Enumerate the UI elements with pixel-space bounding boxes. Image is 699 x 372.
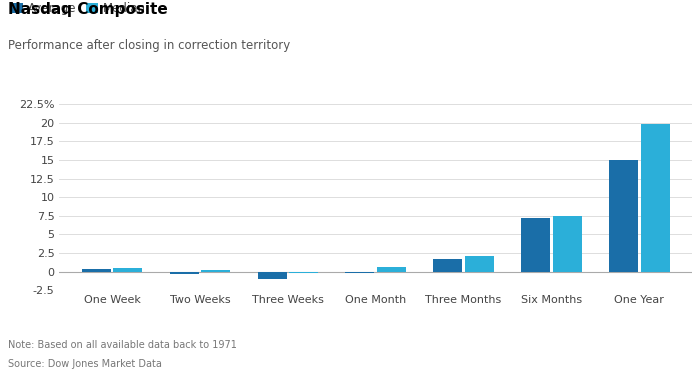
Bar	[113, 268, 143, 272]
Bar	[553, 216, 582, 272]
Bar	[257, 272, 287, 279]
Bar	[170, 272, 199, 274]
Text: Performance after closing in correction territory: Performance after closing in correction …	[8, 39, 291, 52]
Bar	[609, 160, 638, 272]
Bar	[377, 267, 406, 272]
Bar	[345, 272, 375, 273]
Bar	[465, 256, 494, 272]
Text: Source: Dow Jones Market Data: Source: Dow Jones Market Data	[8, 359, 162, 369]
Bar	[521, 218, 550, 272]
Bar	[201, 270, 230, 272]
Bar	[289, 272, 318, 273]
Bar	[433, 259, 462, 272]
Bar	[640, 124, 670, 272]
Legend: Average, Median: Average, Median	[12, 2, 145, 15]
Text: Nasdaq Composite: Nasdaq Composite	[8, 2, 168, 17]
Text: Note: Based on all available data back to 1971: Note: Based on all available data back t…	[8, 340, 237, 350]
Bar	[82, 269, 111, 272]
